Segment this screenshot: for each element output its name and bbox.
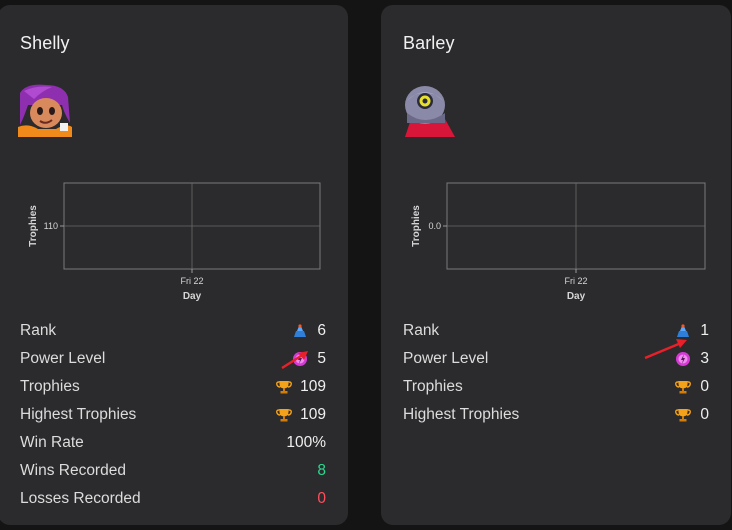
stat-label: Power Level bbox=[403, 350, 489, 367]
stats-list: Rank 1 Power Level 3 T bbox=[403, 317, 709, 429]
stat-value: 109 bbox=[300, 406, 326, 423]
stat-row-trophies: Trophies 109 bbox=[20, 373, 326, 401]
stat-label: Trophies bbox=[403, 378, 463, 395]
stat-label: Wins Recorded bbox=[20, 462, 126, 479]
rank-icon bbox=[294, 324, 306, 337]
stat-label: Power Level bbox=[20, 350, 106, 367]
brawler-card-shelly: Shelly 110 Fri 22 Day Trophies Rank bbox=[0, 5, 348, 525]
stat-row-win-rate: Win Rate 100% bbox=[20, 429, 326, 457]
x-tick-label: Fri 22 bbox=[180, 276, 203, 286]
stat-value: 0 bbox=[700, 406, 709, 423]
stat-label: Trophies bbox=[20, 378, 80, 395]
stat-value: 109 bbox=[300, 378, 326, 395]
stat-row-trophies: Trophies 0 bbox=[403, 373, 709, 401]
stat-row-highest-trophies: Highest Trophies 0 bbox=[403, 401, 709, 429]
stat-label: Win Rate bbox=[20, 434, 84, 451]
stats-list: Rank 6 Power Level 5 T bbox=[20, 317, 326, 513]
stat-row-power-level: Power Level 5 bbox=[20, 345, 326, 373]
trophies-chart: 0.0 Fri 22 Day Trophies bbox=[411, 182, 706, 302]
y-tick-label: 110 bbox=[44, 221, 58, 231]
stat-row-losses-recorded: Losses Recorded 0 bbox=[20, 485, 326, 513]
stat-value: 8 bbox=[317, 462, 326, 479]
stat-label: Rank bbox=[403, 322, 440, 339]
stat-value: 6 bbox=[317, 322, 326, 339]
power-point-icon bbox=[676, 352, 690, 366]
trophies-chart: 110 Fri 22 Day Trophies bbox=[28, 182, 321, 302]
stat-label: Losses Recorded bbox=[20, 490, 141, 507]
stat-value: 3 bbox=[700, 350, 709, 367]
trophy-icon bbox=[276, 409, 293, 422]
x-tick-label: Fri 22 bbox=[564, 276, 587, 286]
brawler-name: Shelly bbox=[20, 33, 70, 53]
stat-row-rank: Rank 6 bbox=[20, 317, 326, 345]
stat-value: 1 bbox=[700, 322, 709, 339]
barley-portrait-icon bbox=[401, 83, 455, 137]
stat-row-highest-trophies: Highest Trophies 109 bbox=[20, 401, 326, 429]
stat-label: Highest Trophies bbox=[20, 406, 137, 423]
x-axis-label: Day bbox=[183, 291, 202, 302]
stat-value: 0 bbox=[317, 490, 326, 507]
stat-value: 0 bbox=[700, 378, 709, 395]
trophy-icon bbox=[675, 381, 691, 394]
stat-label: Rank bbox=[20, 322, 57, 339]
stat-value: 5 bbox=[317, 350, 326, 367]
rank-icon bbox=[677, 324, 689, 337]
x-axis-label: Day bbox=[567, 291, 586, 302]
y-axis-label: Trophies bbox=[28, 205, 39, 247]
trophy-icon bbox=[276, 381, 293, 394]
stat-row-wins-recorded: Wins Recorded 8 bbox=[20, 457, 326, 485]
y-axis-label: Trophies bbox=[411, 205, 422, 247]
y-tick-label: 0.0 bbox=[428, 221, 441, 231]
trophy-icon bbox=[675, 409, 691, 422]
stat-row-rank: Rank 1 bbox=[403, 317, 709, 345]
brawler-card-barley: Barley 0.0 Fri 22 Day Trophies Rank bbox=[381, 5, 731, 525]
power-point-icon bbox=[293, 352, 307, 366]
brawler-name: Barley bbox=[403, 33, 455, 53]
shelly-portrait-icon bbox=[18, 83, 72, 137]
stat-value: 100% bbox=[286, 434, 326, 451]
stat-label: Highest Trophies bbox=[403, 406, 520, 423]
stat-row-power-level: Power Level 3 bbox=[403, 345, 709, 373]
